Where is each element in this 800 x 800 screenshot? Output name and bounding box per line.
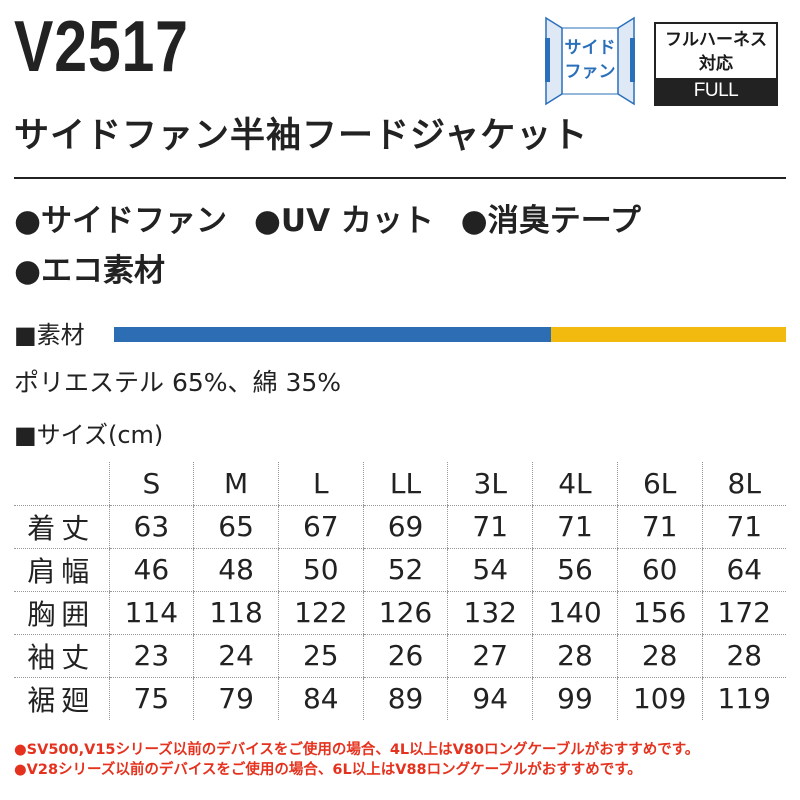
table-cell: 89 xyxy=(362,677,448,720)
note-line: ●SV500,V15シリーズ以前のデバイスをご使用の場合、4L以上はV80ロング… xyxy=(14,742,700,758)
table-cell: 126 xyxy=(362,591,448,635)
table-cell: 28 xyxy=(532,634,618,678)
header-divider xyxy=(14,177,786,179)
table-cell: 24 xyxy=(193,634,279,678)
table-cell: 28 xyxy=(616,634,703,678)
size-table: S M L LL 3L 4L 6L 8L 着丈 63 65 67 69 71 7… xyxy=(14,462,786,720)
harness-label-2: 対応 xyxy=(699,54,733,74)
size-column-header: 4L xyxy=(532,462,618,506)
material-composition-bar xyxy=(114,327,786,342)
table-cell: 50 xyxy=(277,548,364,592)
table-cell: 118 xyxy=(193,591,279,635)
side-fan-badge: サイド ファン xyxy=(540,14,640,106)
table-row: 肩幅 46 48 50 52 54 56 60 64 xyxy=(14,548,786,592)
table-cell: 114 xyxy=(108,591,194,635)
feature-item: ●エコ素材 xyxy=(14,253,166,289)
polyester-segment xyxy=(114,327,551,342)
table-cell: 71 xyxy=(616,505,703,549)
table-cell: 25 xyxy=(277,634,364,678)
table-cell: 84 xyxy=(277,677,364,720)
table-cell: 75 xyxy=(108,677,194,720)
table-cell: 54 xyxy=(447,548,533,592)
table-cell: 156 xyxy=(616,591,703,635)
table-cell: 71 xyxy=(532,505,618,549)
size-column-header: LL xyxy=(362,462,448,506)
row-label: 胸囲 xyxy=(14,591,109,635)
row-label: 肩幅 xyxy=(14,548,109,592)
table-row: 着丈 63 65 67 69 71 71 71 71 xyxy=(14,505,786,549)
size-column-header: M xyxy=(193,462,279,506)
table-cell: 119 xyxy=(701,677,786,720)
table-cell: 64 xyxy=(701,548,786,592)
side-fan-label-2: ファン xyxy=(564,62,616,82)
material-heading: ■素材 xyxy=(14,321,85,349)
table-cell: 46 xyxy=(108,548,194,592)
table-cell: 63 xyxy=(108,505,194,549)
table-cell: 172 xyxy=(701,591,786,635)
row-label: 裾廻 xyxy=(27,683,96,717)
table-cell: 60 xyxy=(616,548,703,592)
size-column-header: 8L xyxy=(701,462,786,506)
table-cell: 94 xyxy=(447,677,533,720)
table-cell: 79 xyxy=(193,677,279,720)
product-name: サイドファン半袖フードジャケット xyxy=(14,116,589,156)
cable-notes: ●SV500,V15シリーズ以前のデバイスをご使用の場合、4L以上はV80ロング… xyxy=(14,740,699,780)
table-cell: 99 xyxy=(532,677,618,720)
feature-item: ●サイドファン xyxy=(14,203,228,239)
table-cell: 140 xyxy=(532,591,618,635)
table-cell: 67 xyxy=(277,505,364,549)
side-fan-icon xyxy=(545,16,635,106)
size-column-header: 6L xyxy=(616,462,703,506)
cotton-segment xyxy=(550,327,786,342)
table-cell: 65 xyxy=(193,505,279,549)
table-row: 裾廻 75 79 84 89 94 99 109 119 xyxy=(14,677,786,720)
table-cell: 109 xyxy=(616,677,703,720)
feature-item: ●消臭テープ xyxy=(460,203,641,239)
harness-label-en: FULL HARNESS xyxy=(656,78,776,127)
harness-label-1: フルハーネス xyxy=(665,30,767,50)
table-cell: 122 xyxy=(277,591,364,635)
table-row: 胸囲 114 118 122 126 132 140 156 172 xyxy=(14,591,786,635)
table-cell: 71 xyxy=(447,505,533,549)
model-number: V2517 xyxy=(14,7,189,87)
size-header-row: S M L LL 3L 4L 6L 8L xyxy=(14,462,786,506)
table-cell: 28 xyxy=(701,634,786,678)
table-cell: 52 xyxy=(362,548,448,592)
row-label: 着丈 xyxy=(14,505,109,549)
table-cell: 27 xyxy=(447,634,533,678)
table-cell: 132 xyxy=(447,591,533,635)
table-cell: 56 xyxy=(532,548,618,592)
table-cell: 23 xyxy=(108,634,194,678)
table-cell: 26 xyxy=(362,634,448,678)
size-column-header: S xyxy=(108,462,194,506)
note-line: ●V28シリーズ以前のデバイスをご使用の場合、6L以上はV88ロングケーブルがお… xyxy=(14,762,642,778)
size-column-header: L xyxy=(277,462,364,506)
corner-cell xyxy=(14,462,109,506)
table-row: 袖丈 23 24 25 26 27 28 28 28 xyxy=(14,634,786,678)
row-label: 袖丈 xyxy=(14,634,109,678)
table-cell: 48 xyxy=(193,548,279,592)
material-description: ポリエステル 65%、綿 35% xyxy=(14,368,342,397)
size-column-header: 3L xyxy=(447,462,533,506)
table-cell: 71 xyxy=(701,505,786,549)
side-fan-label-1: サイド xyxy=(564,38,616,58)
full-harness-badge: フルハーネス 対応 FULL HARNESS xyxy=(654,22,778,127)
table-cell: 69 xyxy=(362,505,448,549)
feature-list: ●サイドファン ●UV カット ●消臭テープ ●エコ素材 xyxy=(14,196,794,296)
size-heading: ■サイズ(cm) xyxy=(14,421,164,449)
feature-item: ●UV カット xyxy=(253,203,434,239)
